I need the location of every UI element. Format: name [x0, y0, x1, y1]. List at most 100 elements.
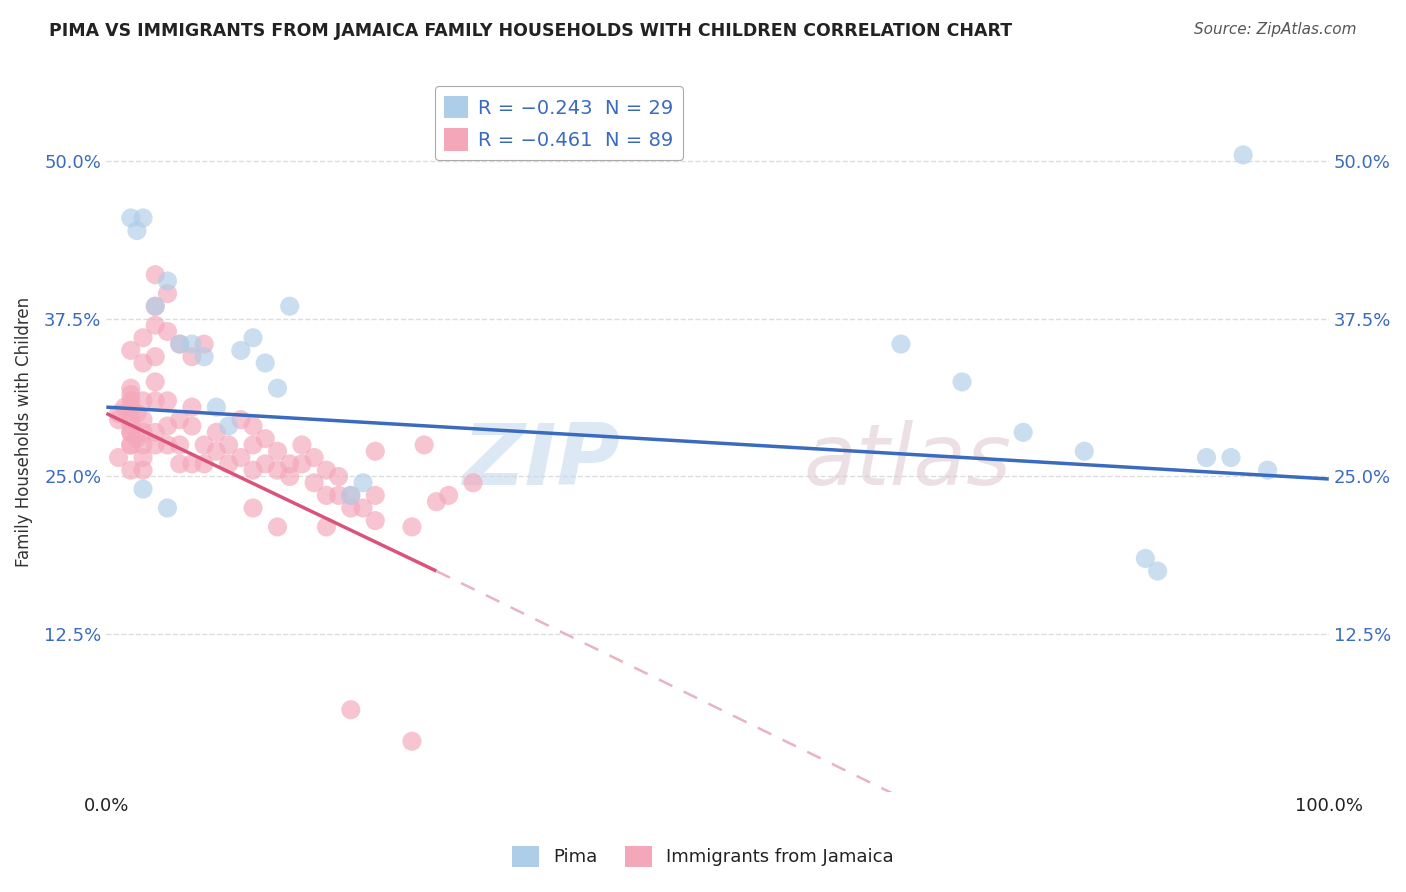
Point	[143, 268, 166, 282]
Point	[132, 211, 155, 225]
Point	[950, 375, 973, 389]
Point	[156, 393, 179, 408]
Point	[205, 444, 228, 458]
Point	[242, 463, 264, 477]
Point	[302, 450, 325, 465]
Point	[132, 331, 155, 345]
Point	[278, 299, 301, 313]
Point	[132, 425, 155, 440]
Point	[132, 393, 155, 408]
Point	[156, 501, 179, 516]
Point	[156, 286, 179, 301]
Point	[156, 274, 179, 288]
Point	[413, 438, 436, 452]
Point	[315, 463, 337, 477]
Text: ZIP: ZIP	[463, 419, 620, 502]
Point	[364, 514, 387, 528]
Point	[278, 457, 301, 471]
Point	[315, 488, 337, 502]
Point	[120, 425, 142, 440]
Point	[254, 432, 277, 446]
Point	[193, 438, 215, 452]
Point	[156, 325, 179, 339]
Point	[328, 469, 350, 483]
Point	[125, 406, 148, 420]
Point	[328, 488, 350, 502]
Point	[132, 482, 155, 496]
Point	[120, 419, 142, 434]
Point	[340, 488, 363, 502]
Point	[352, 501, 374, 516]
Point	[352, 475, 374, 490]
Point	[1195, 450, 1218, 465]
Point	[401, 734, 423, 748]
Point	[242, 501, 264, 516]
Point	[125, 432, 148, 446]
Point	[169, 438, 191, 452]
Point	[1012, 425, 1035, 440]
Point	[193, 350, 215, 364]
Point	[218, 457, 240, 471]
Point	[120, 393, 142, 408]
Point	[125, 224, 148, 238]
Point	[143, 375, 166, 389]
Point	[229, 450, 252, 465]
Point	[340, 488, 363, 502]
Point	[156, 438, 179, 452]
Point	[180, 419, 202, 434]
Point	[132, 438, 155, 452]
Point	[180, 337, 202, 351]
Point	[205, 425, 228, 440]
Point	[143, 299, 166, 313]
Point	[315, 520, 337, 534]
Point	[1220, 450, 1243, 465]
Point	[1135, 551, 1157, 566]
Point	[1146, 564, 1168, 578]
Point	[437, 488, 460, 502]
Point	[169, 337, 191, 351]
Point	[107, 406, 129, 420]
Point	[114, 400, 136, 414]
Point	[242, 438, 264, 452]
Point	[120, 438, 142, 452]
Point	[107, 413, 129, 427]
Text: Source: ZipAtlas.com: Source: ZipAtlas.com	[1194, 22, 1357, 37]
Point	[302, 475, 325, 490]
Point	[120, 425, 142, 440]
Point	[229, 343, 252, 358]
Point	[120, 211, 142, 225]
Point	[266, 463, 288, 477]
Point	[169, 457, 191, 471]
Point	[242, 331, 264, 345]
Point	[266, 381, 288, 395]
Point	[120, 438, 142, 452]
Point	[193, 337, 215, 351]
Point	[143, 438, 166, 452]
Point	[254, 356, 277, 370]
Point	[132, 413, 155, 427]
Legend: R = −0.243  N = 29, R = −0.461  N = 89: R = −0.243 N = 29, R = −0.461 N = 89	[434, 87, 682, 161]
Point	[266, 520, 288, 534]
Point	[143, 350, 166, 364]
Point	[143, 393, 166, 408]
Point	[278, 469, 301, 483]
Point	[169, 413, 191, 427]
Point	[120, 343, 142, 358]
Y-axis label: Family Households with Children: Family Households with Children	[15, 297, 32, 567]
Point	[890, 337, 912, 351]
Point	[120, 463, 142, 477]
Point	[132, 463, 155, 477]
Point	[132, 450, 155, 465]
Point	[132, 356, 155, 370]
Point	[461, 475, 484, 490]
Point	[156, 419, 179, 434]
Point	[218, 438, 240, 452]
Point	[205, 400, 228, 414]
Point	[120, 400, 142, 414]
Text: PIMA VS IMMIGRANTS FROM JAMAICA FAMILY HOUSEHOLDS WITH CHILDREN CORRELATION CHAR: PIMA VS IMMIGRANTS FROM JAMAICA FAMILY H…	[49, 22, 1012, 40]
Point	[143, 318, 166, 333]
Point	[180, 350, 202, 364]
Point	[425, 494, 447, 508]
Point	[169, 337, 191, 351]
Point	[120, 381, 142, 395]
